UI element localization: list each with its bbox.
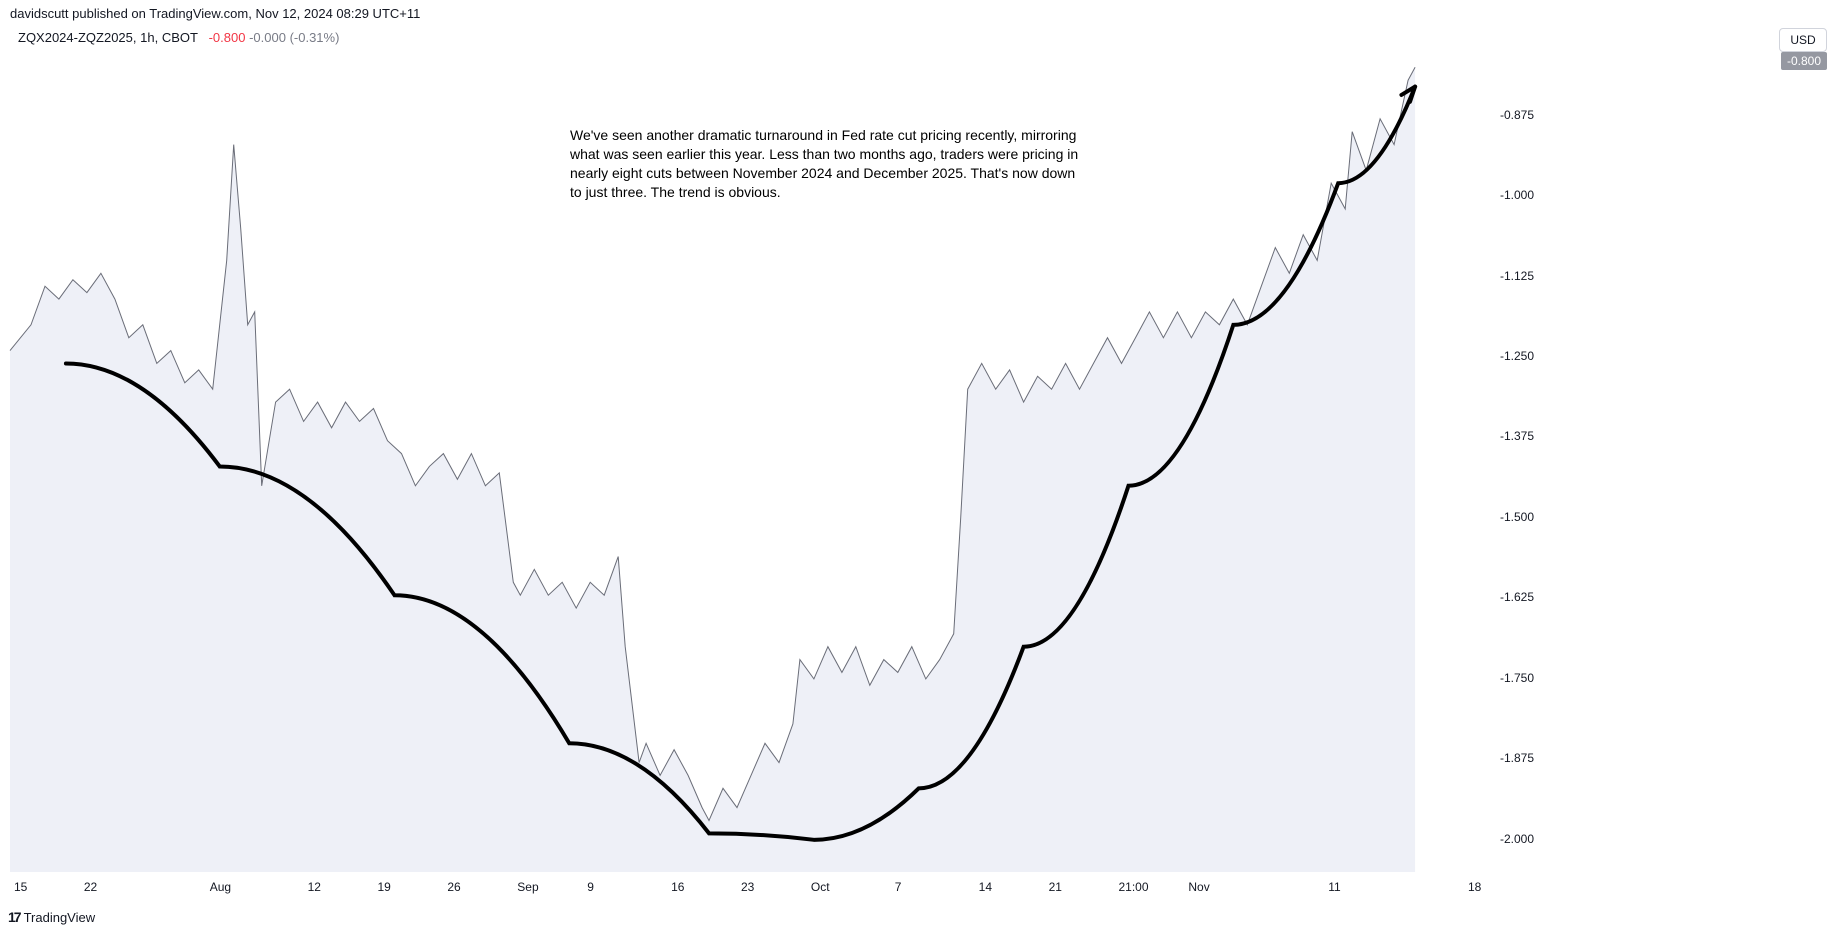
x-tick-label: Aug <box>210 880 231 894</box>
x-tick-label: 9 <box>587 880 594 894</box>
y-tick-label: -1.625 <box>1500 590 1534 604</box>
y-tick-label: -0.875 <box>1500 108 1534 122</box>
x-tick-label: 21:00 <box>1118 880 1148 894</box>
y-tick-label: -2.000 <box>1500 832 1534 846</box>
x-tick-label: 7 <box>895 880 902 894</box>
y-tick-label: -1.875 <box>1500 751 1534 765</box>
y-tick-label: -1.250 <box>1500 349 1534 363</box>
brand-text: TradingView <box>24 910 96 925</box>
x-tick-label: 22 <box>84 880 97 894</box>
brand-footer: 17 TradingView <box>8 909 95 925</box>
x-tick-label: 21 <box>1049 880 1062 894</box>
x-tick-label: Nov <box>1188 880 1209 894</box>
y-tick-label: -1.375 <box>1500 429 1534 443</box>
chart-annotation: We've seen another dramatic turnaround i… <box>570 126 1090 202</box>
x-tick-label: Oct <box>811 880 830 894</box>
x-tick-label: 12 <box>308 880 321 894</box>
x-tick-label: 16 <box>671 880 684 894</box>
x-tick-label: 26 <box>447 880 460 894</box>
x-tick-label: 19 <box>377 880 390 894</box>
y-tick-label: -1.500 <box>1500 510 1534 524</box>
x-tick-label: 18 <box>1468 880 1481 894</box>
x-tick-label: 15 <box>14 880 27 894</box>
y-tick-label: -1.000 <box>1500 188 1534 202</box>
y-tick-label: -1.125 <box>1500 269 1534 283</box>
tradingview-logo-icon: 17 <box>8 909 20 925</box>
x-tick-label: 11 <box>1328 880 1340 894</box>
x-tick-label: Sep <box>517 880 538 894</box>
y-tick-label: -1.750 <box>1500 671 1534 685</box>
x-tick-label: 23 <box>741 880 754 894</box>
x-tick-label: 14 <box>979 880 992 894</box>
